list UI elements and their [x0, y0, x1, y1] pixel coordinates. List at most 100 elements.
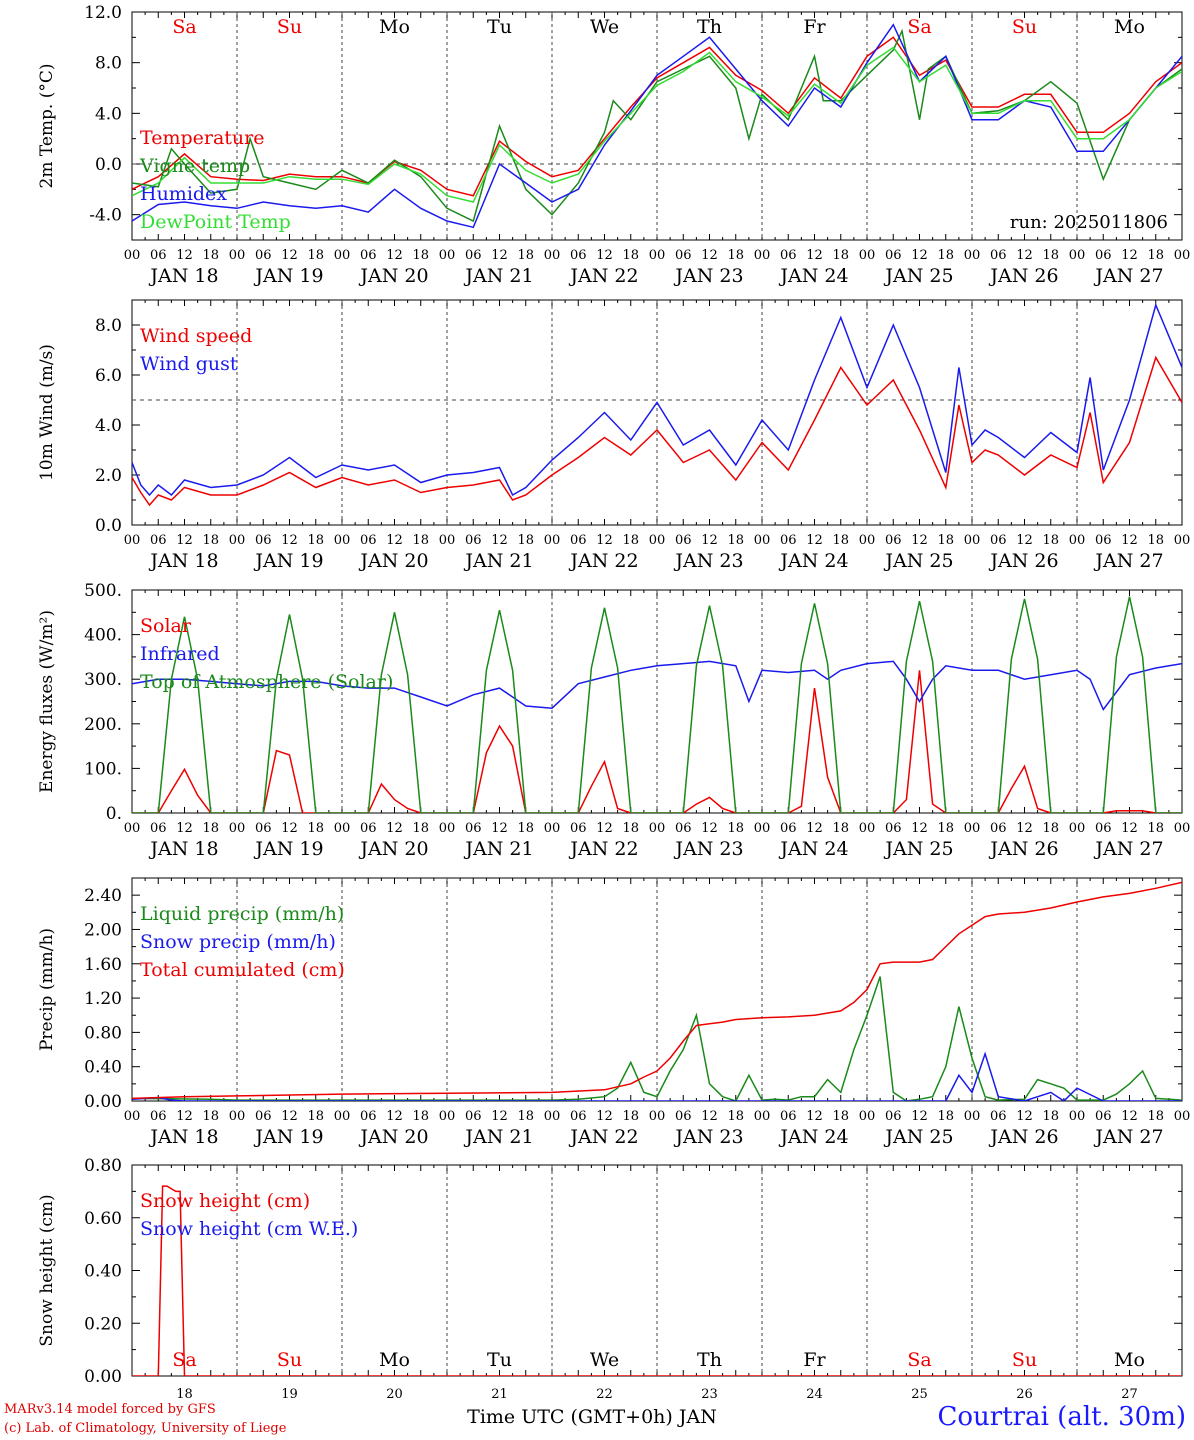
x-hour-label: 00	[964, 1109, 981, 1124]
day-of-week-label: We	[590, 1349, 619, 1371]
legend-wind-speed: Wind speed	[140, 325, 252, 347]
chart-panel-5: 0.80 0.60 0.40 0.20 0.00 Snow height (cm) Snow…	[37, 1156, 1183, 1387]
legend-dewpoint-temp: DewPoint Temp	[140, 211, 291, 233]
legend-solar: Solar	[140, 615, 192, 637]
x-hour-label: 06	[570, 821, 587, 836]
legend-snow-precip-mm-h-: Snow precip (mm/h)	[140, 931, 336, 953]
x-hour-label: 18	[1042, 1109, 1059, 1124]
series-line-solar	[132, 670, 1182, 813]
x-hour-label: 00	[754, 1109, 771, 1124]
series-line-wind-gust	[132, 302, 1182, 497]
x-hour-label: 06	[360, 248, 377, 263]
x-hour-label: 12	[386, 1109, 403, 1124]
x-hour-label: 06	[675, 533, 692, 548]
date-label: JAN 22	[568, 550, 638, 572]
x-hour-label: 18	[1147, 821, 1164, 836]
x-hour-label: 00	[124, 248, 141, 263]
y-axis-label: Energy fluxes (W/m²)	[37, 610, 57, 793]
date-label: JAN 24	[778, 265, 848, 287]
x-hour-label: 18	[937, 1109, 954, 1124]
x-hour-label: 00	[124, 1109, 141, 1124]
run-label: run: 2025011806	[1010, 212, 1168, 233]
x-hour-label: 12	[1121, 248, 1138, 263]
x-hour-label: 00	[439, 821, 456, 836]
x-hour-label: 00	[754, 821, 771, 836]
x-hour-label: 12	[1016, 248, 1033, 263]
y-tick-label: 1.60	[84, 955, 122, 975]
x-hour-label: 12	[806, 821, 823, 836]
x-hour-label: 00	[859, 1109, 876, 1124]
y-tick-label: 2.0	[95, 466, 122, 486]
x-hour-label: 18	[307, 533, 324, 548]
x-hour-label: 18	[412, 1109, 429, 1124]
legend-temperature: Temperature	[140, 127, 264, 149]
x-hour-label: 06	[150, 1109, 167, 1124]
x-hour-label: 12	[386, 248, 403, 263]
x-hour-label: 18	[622, 533, 639, 548]
x-hour-label: 18	[1042, 248, 1059, 263]
day-of-week-label: Mo	[1114, 16, 1145, 38]
series-line-snow-height-cm-	[132, 1185, 1182, 1376]
day-of-week-label: Sa	[172, 16, 196, 38]
day-of-week-label: Su	[1012, 1349, 1037, 1371]
x-hour-label: 12	[281, 821, 298, 836]
x-hour-label: 06	[255, 248, 272, 263]
x-hour-label: 06	[990, 533, 1007, 548]
legend-top-of-atmosphere-solar-: Top of Atmosphere (Solar)	[140, 671, 393, 693]
x-hour-label: 06	[885, 248, 902, 263]
panel-frame	[131, 589, 1183, 814]
x-hour-label: 18	[412, 533, 429, 548]
date-label: JAN 24	[778, 838, 848, 860]
x-hour-label: 06	[675, 248, 692, 263]
date-label: JAN 19	[253, 550, 323, 572]
y-tick-label: 0.0	[95, 155, 122, 175]
y-tick-label: 0.00	[84, 1367, 122, 1387]
x-hour-label: 06	[465, 1109, 482, 1124]
date-label: JAN 24	[778, 550, 848, 572]
x-hour-label: 06	[1095, 533, 1112, 548]
x-axis-title: Time UTC (GMT+0h) JAN	[467, 1406, 717, 1428]
series-line-top-of-atmosphere-solar-	[132, 596, 1182, 813]
x-hour-label: 00	[754, 533, 771, 548]
day-of-week-label: Su	[1012, 16, 1037, 38]
day-of-week-label: We	[590, 16, 619, 38]
x-hour-label: 06	[1095, 821, 1112, 836]
x-hour-label: 06	[990, 821, 1007, 836]
x-hour-label: 00	[544, 1109, 561, 1124]
date-label: JAN 25	[883, 838, 953, 860]
x-hour-label: 06	[360, 533, 377, 548]
x-hour-label: 18	[622, 1109, 639, 1124]
chart-panel-4: 2.40 2.00 1.60 1.20 0.80 0.40 0.00 Precip (mm/h…	[37, 877, 1191, 1148]
day-of-week-label: Fr	[803, 16, 826, 38]
bottom-day-number: 23	[701, 1387, 718, 1402]
x-hour-label: 06	[675, 1109, 692, 1124]
y-tick-label: 0.80	[84, 1156, 122, 1176]
x-hour-label: 00	[1174, 821, 1191, 836]
x-hour-label: 00	[649, 821, 666, 836]
x-hour-label: 18	[307, 821, 324, 836]
legend-vigne-temp: Vigne temp	[139, 155, 250, 177]
x-hour-label: 18	[937, 821, 954, 836]
x-hour-label: 18	[517, 533, 534, 548]
date-label: JAN 27	[1093, 1126, 1163, 1148]
x-hour-label: 00	[649, 1109, 666, 1124]
x-hour-label: 12	[596, 248, 613, 263]
legend-infrared: Infrared	[140, 643, 220, 665]
date-label: JAN 27	[1093, 838, 1163, 860]
y-tick-label: 0.40	[84, 1058, 122, 1078]
x-hour-label: 00	[1174, 1109, 1191, 1124]
day-of-week-label: Tu	[487, 1349, 512, 1371]
x-hour-label: 00	[124, 533, 141, 548]
x-hour-label: 12	[806, 248, 823, 263]
x-hour-label: 06	[465, 533, 482, 548]
legend-snow-height-cm-w-e-: Snow height (cm W.E.)	[140, 1218, 358, 1240]
date-label: JAN 23	[673, 265, 743, 287]
x-hour-label: 12	[701, 533, 718, 548]
x-hour-label: 18	[727, 533, 744, 548]
x-hour-label: 06	[360, 1109, 377, 1124]
x-hour-label: 18	[727, 1109, 744, 1124]
x-hour-label: 18	[517, 248, 534, 263]
x-hour-label: 12	[491, 533, 508, 548]
bottom-day-number: 25	[911, 1387, 928, 1402]
day-of-week-label: Su	[277, 1349, 302, 1371]
